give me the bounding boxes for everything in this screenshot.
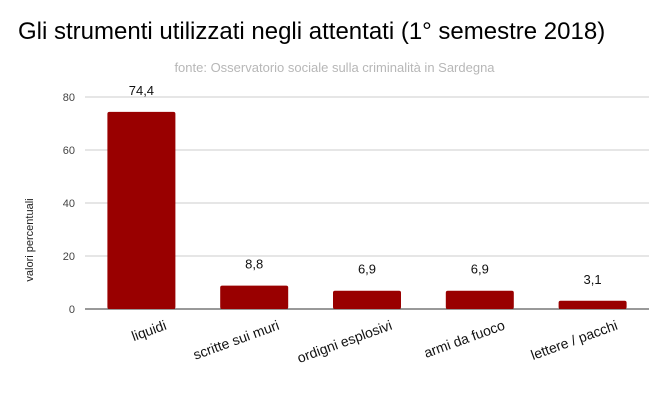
bar — [445, 290, 514, 309]
y-axis-ticks: 0 20 40 60 80 — [63, 92, 75, 316]
x-tick-label: lettere / pacchi — [529, 317, 620, 363]
y-tick-label: 20 — [63, 251, 75, 263]
data-label: 3,1 — [584, 272, 602, 287]
y-tick-label: 60 — [63, 145, 75, 157]
bar — [220, 285, 289, 309]
y-tick-label: 40 — [63, 198, 75, 210]
data-label: 6,9 — [358, 262, 376, 277]
data-label: 6,9 — [471, 262, 489, 277]
bar — [558, 300, 627, 309]
bar — [107, 111, 176, 309]
data-label: 8,8 — [245, 257, 263, 272]
x-axis-ticks: liquidi scritte sui muri ordigni esplosivi… — [129, 317, 619, 366]
x-tick-label: liquidi — [129, 317, 168, 344]
data-labels: 74,4 8,8 6,9 6,9 3,1 — [129, 83, 602, 287]
bar — [333, 290, 401, 309]
y-tick-label: 0 — [69, 304, 75, 316]
chart-title: Gli strumenti utilizzati negli attentati… — [18, 18, 606, 45]
y-tick-label: 80 — [63, 92, 75, 104]
y-axis-label: valori percentuali — [24, 198, 36, 281]
chart-subtitle: fonte: Osservatorio sociale sulla crimin… — [174, 60, 495, 75]
x-tick-label: armi da fuoco — [422, 317, 507, 361]
x-tick-label: ordigni esplosivi — [295, 317, 394, 366]
x-tick-label: scritte sui muri — [191, 317, 281, 363]
bars — [107, 111, 627, 309]
data-label: 74,4 — [129, 83, 154, 98]
